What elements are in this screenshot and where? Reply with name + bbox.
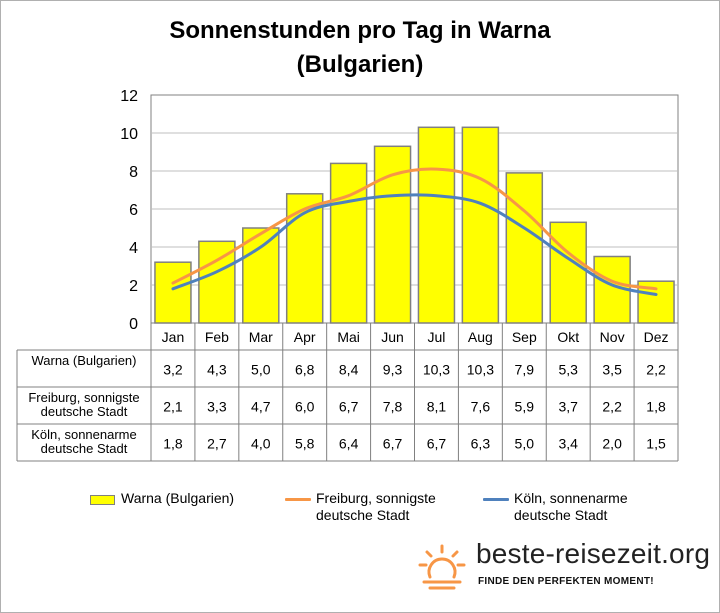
data-label: 5,8 — [295, 436, 315, 452]
data-label: 6,4 — [339, 436, 359, 452]
sun-icon — [418, 544, 466, 590]
x-tick-label: Mai — [337, 329, 360, 345]
table-series-label: Köln, sonnenarme — [31, 427, 137, 442]
data-label: 1,8 — [646, 399, 666, 415]
y-tick-label: 10 — [120, 126, 138, 143]
legend-swatch-koeln — [483, 498, 509, 501]
data-label: 1,5 — [646, 436, 666, 452]
data-label: 3,2 — [163, 362, 183, 378]
x-tick-label: Aug — [468, 329, 493, 345]
legend-swatch-freiburg — [285, 498, 311, 501]
data-label: 6,8 — [295, 362, 315, 378]
data-label: 3,7 — [558, 399, 578, 415]
legend-label-freiburg: Freiburg, sonnigste deutsche Stadt — [316, 490, 436, 524]
bar — [154, 261, 192, 324]
x-tick-label: Apr — [294, 329, 316, 345]
brand-logo: beste-reisezeit.org FINDE DEN PERFEKTEN … — [418, 538, 711, 598]
legend-label-freiburg-line-1: Freiburg, sonnigste — [316, 490, 436, 506]
bar — [549, 221, 587, 324]
x-tick-label: Mar — [249, 329, 273, 345]
legend-label-koeln: Köln, sonnenarme deutsche Stadt — [514, 490, 628, 524]
x-tick-label: Nov — [600, 329, 625, 345]
data-label: 1,8 — [163, 436, 183, 452]
data-label: 2,1 — [163, 399, 183, 415]
data-label: 2,0 — [602, 436, 622, 452]
y-tick-label: 6 — [129, 202, 138, 219]
bar — [329, 162, 368, 324]
y-tick-label: 8 — [129, 164, 138, 181]
data-label: 7,8 — [383, 399, 403, 415]
legend-swatch-warna — [90, 495, 115, 505]
legend-label-koeln-line-1: Köln, sonnenarme — [514, 490, 628, 506]
brand-name: beste-reisezeit.org — [476, 538, 711, 569]
x-tick-label: Jul — [428, 329, 446, 345]
series-line-koeln — [171, 193, 658, 296]
legend-label-freiburg-line-2: deutsche Stadt — [316, 507, 410, 523]
data-label: 5,3 — [558, 362, 578, 378]
y-tick-label: 12 — [120, 88, 138, 105]
y-tick-label: 0 — [129, 316, 138, 333]
y-tick-label: 2 — [129, 278, 138, 295]
data-label: 6,7 — [383, 436, 403, 452]
data-label: 4,0 — [251, 436, 271, 452]
y-tick-label: 4 — [129, 240, 138, 257]
data-label: 4,3 — [207, 362, 227, 378]
data-label: 4,7 — [251, 399, 271, 415]
data-label: 5,0 — [515, 436, 535, 452]
data-label: 3,4 — [558, 436, 578, 452]
legend-label-warna: Warna (Bulgarien) — [121, 490, 235, 506]
x-tick-label: Jan — [162, 329, 185, 345]
chart-title: Sonnenstunden pro Tag in Warna (Bulgarie… — [0, 14, 720, 82]
data-label: 10,3 — [467, 362, 494, 378]
data-label: 6,0 — [295, 399, 315, 415]
data-label: 2,7 — [207, 436, 227, 452]
data-label: 7,9 — [515, 362, 535, 378]
bar — [637, 280, 675, 324]
chart-legend: Warna (Bulgarien) Freiburg, sonnigste de… — [0, 490, 720, 530]
bar — [242, 227, 280, 324]
data-label: 8,1 — [427, 399, 447, 415]
data-label: 2,2 — [646, 362, 666, 378]
x-tick-label: Okt — [557, 329, 579, 345]
data-label: 6,7 — [339, 399, 359, 415]
x-tick-label: Dez — [644, 329, 669, 345]
data-label: 9,3 — [383, 362, 403, 378]
data-label: 10,3 — [423, 362, 450, 378]
data-label: 6,3 — [471, 436, 491, 452]
table-series-label: Warna (Bulgarien) — [31, 353, 136, 368]
x-tick-label: Jun — [381, 329, 404, 345]
chart-title-line-2: (Bulgarien) — [296, 51, 424, 78]
table-series-label: deutsche Stadt — [41, 441, 128, 456]
data-label: 8,4 — [339, 362, 359, 378]
data-label: 6,7 — [427, 436, 447, 452]
data-label: 3,3 — [207, 399, 227, 415]
x-tick-label: Feb — [205, 329, 229, 345]
bar — [461, 126, 500, 324]
table-series-label: deutsche Stadt — [41, 404, 128, 419]
brand-tagline: FINDE DEN PERFEKTEN MOMENT! — [478, 576, 654, 587]
bar — [505, 172, 544, 324]
x-tick-label: Sep — [512, 329, 537, 345]
chart-plot: 0 2 4 6 8 10 12 Jan Feb Mar Apr Mai Jun Jul Aug Sep Okt N… — [16, 88, 679, 462]
data-label: 7,6 — [471, 399, 491, 415]
data-label: 2,2 — [602, 399, 622, 415]
table-series-label: Freiburg, sonnigste — [28, 390, 139, 405]
legend-label-koeln-line-2: deutsche Stadt — [514, 507, 608, 523]
data-label: 5,9 — [515, 399, 535, 415]
bar — [417, 126, 456, 324]
data-label: 3,5 — [602, 362, 622, 378]
series-line-freiburg — [171, 167, 658, 291]
chart-title-line-1: Sonnenstunden pro Tag in Warna — [169, 17, 551, 44]
data-label: 5,0 — [251, 362, 271, 378]
